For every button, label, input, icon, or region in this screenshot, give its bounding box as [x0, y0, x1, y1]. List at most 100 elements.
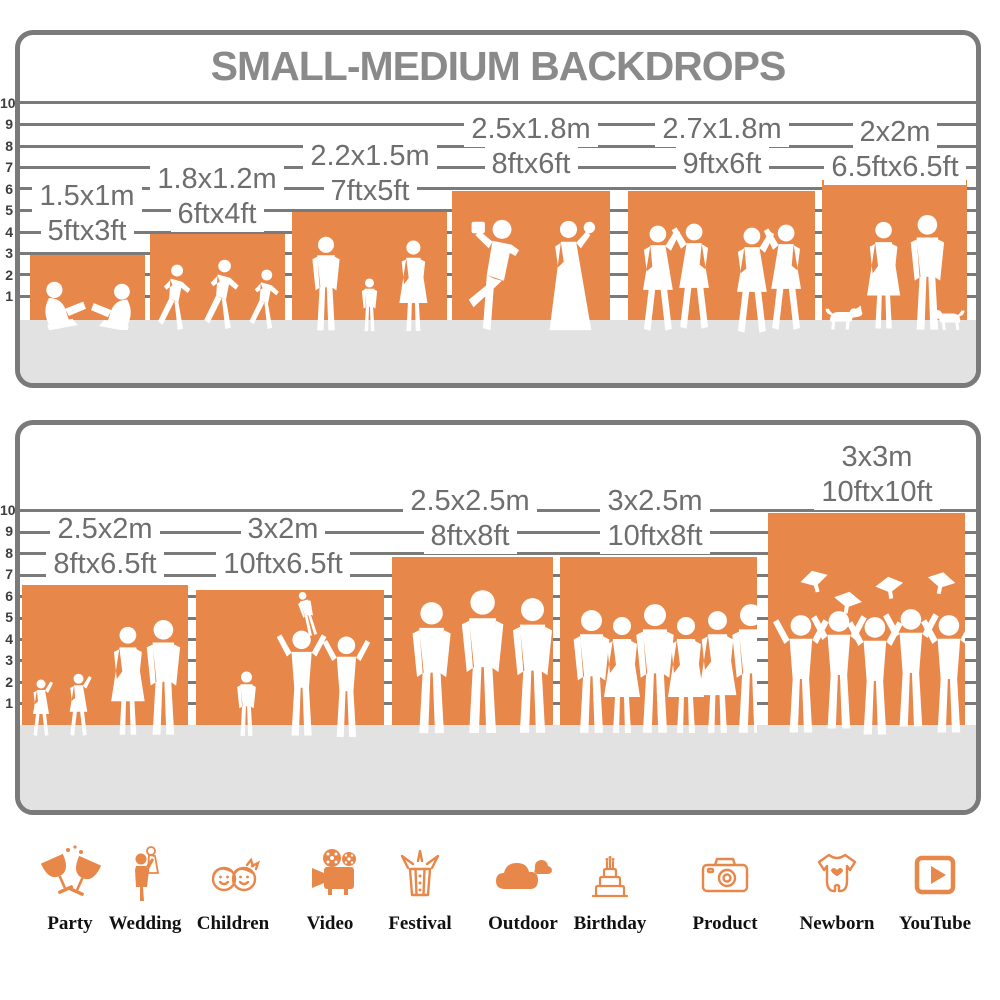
block-size-label: 2.5x2.5m 8ftx8ft [360, 484, 580, 554]
ruler-tick-label: 5 [5, 609, 13, 625]
backdrop-block-3x2.5m [560, 557, 757, 733]
ruler-tick-label: 5 [5, 202, 13, 218]
bottom-panel: 2.5x2m 8ftx6.5ft 3x2m 10ftx6.5ft 2.5x2.5… [15, 420, 981, 815]
category-label: Birthday [573, 913, 647, 934]
metric-size: 1.5x1m [32, 179, 142, 214]
category-label: Video [306, 913, 354, 934]
metric-size: 2.5x2.5m [403, 484, 537, 519]
block-size-label: 2x2m 6.5ftx6.5ft [785, 115, 976, 185]
ruler-tick-label: 2 [5, 674, 13, 690]
clouds-icon [496, 860, 552, 889]
family-holding-hands-silhouette [312, 236, 428, 332]
floor [20, 320, 976, 383]
ruler-tick-label: 6 [5, 181, 13, 197]
ruler-tick-label: 9 [5, 523, 13, 539]
backdrop-block-3x2m [196, 590, 384, 737]
category-label: Children [196, 913, 270, 934]
block-size-label: 2.5x2m 8ftx6.5ft [20, 512, 215, 582]
couple-walking-dogs-silhouette [825, 214, 965, 330]
backdrop-block-2.5x2m [22, 585, 188, 736]
ruler-tick-label: 7 [5, 159, 13, 175]
feet-size: 8ftx8ft [423, 519, 517, 554]
children-running-silhouette [157, 259, 279, 330]
metric-size: 3x3m [834, 440, 920, 475]
feet-size: 6ftx4ft [170, 197, 264, 232]
gift-box-icon [400, 849, 440, 897]
category-product: Product [670, 843, 780, 935]
block-size-label: 2.5x1.8m 8ftx6ft [421, 112, 641, 182]
top-panel: SMALL-MEDIUM BACKDROPS [15, 30, 981, 388]
children-faces-icon [211, 857, 261, 892]
backdrop-block-2.5x2.5m [392, 557, 553, 734]
category-children: Children [178, 843, 288, 935]
feet-size: 6.5ftx6.5ft [824, 150, 966, 185]
ruler-tick-label: 1 [5, 695, 13, 711]
block-size-label: 3x3m 10ftx10ft [767, 440, 976, 510]
metric-size: 2.2x1.5m [303, 139, 437, 174]
category-label: Festival [388, 913, 452, 934]
feet-size: 5ftx3ft [40, 214, 134, 249]
block-size-label: 2.7x1.8m 9ftx6ft [612, 112, 832, 182]
category-label: YouTube [898, 913, 972, 934]
backdrop-block-3x3m [768, 513, 965, 735]
metric-size: 2.7x1.8m [655, 112, 789, 147]
ruler-tick-label: 9 [5, 116, 13, 132]
party-glasses-icon [40, 845, 102, 896]
three-men-standing-silhouette [412, 590, 553, 734]
parents-playing-with-child-silhouette [237, 591, 371, 737]
ruler-tick-label: 4 [5, 224, 13, 240]
ruler-tick-label: 3 [5, 652, 13, 668]
photo-camera-icon [701, 857, 749, 893]
ruler-tick-label: 1 [5, 288, 13, 304]
feet-size: 10ftx8ft [600, 519, 710, 554]
dancing-girls-silhouette [643, 223, 801, 333]
ruler-tick-label: 4 [5, 631, 13, 647]
baby-onesie-icon [817, 853, 857, 893]
backdrop-block-2.5x1.8m [452, 191, 610, 331]
metric-size: 2.5x2m [50, 512, 160, 547]
block-size-label: 3x2.5m 10ftx8ft [545, 484, 765, 554]
category-label: Party [47, 913, 93, 934]
floor [20, 725, 976, 810]
category-festival: Festival [365, 843, 475, 935]
ruler-tick-label: 6 [5, 588, 13, 604]
birthday-cake-icon [591, 856, 629, 898]
backdrop-block-1.5x1m [30, 255, 145, 330]
backdrop-block-2.2x1.5m [292, 212, 447, 332]
category-label: Wedding [108, 913, 182, 934]
ruler-tick-label: 7 [5, 566, 13, 582]
category-label: Newborn [799, 913, 875, 934]
page-title: SMALL-MEDIUM BACKDROPS [210, 43, 787, 89]
metric-size: 2x2m [852, 115, 938, 150]
block-size-label: 2.2x1.5m 7ftx5ft [260, 139, 480, 209]
metric-size: 3x2.5m [600, 484, 710, 519]
category-wedding: Wedding [90, 843, 200, 935]
block-size-label: 1.8x1.2m 6ftx4ft [107, 162, 327, 232]
ruler-tick-label: 8 [5, 138, 13, 154]
block-size-label: 3x2m 10ftx6.5ft [173, 512, 393, 582]
category-label: Product [692, 913, 758, 934]
feet-size: 8ftx6ft [484, 147, 578, 182]
category-birthday: Birthday [555, 843, 665, 935]
ruler-tick-label: 2 [5, 267, 13, 283]
block-size-label: 1.5x1m 5ftx3ft [20, 179, 197, 249]
wedding-couple-icon [135, 846, 160, 901]
feet-size: 10ftx6.5ft [216, 547, 350, 582]
category-newborn: Newborn [782, 843, 892, 935]
backdrop-block-1.8x1.2m [150, 234, 285, 330]
ruler-tick-label: 8 [5, 545, 13, 561]
metric-size: 3x2m [240, 512, 326, 547]
feet-size: 8ftx6.5ft [46, 547, 164, 582]
family-with-children-silhouette [33, 619, 181, 736]
category-label: Outdoor [488, 913, 558, 934]
children-reading-silhouette [45, 281, 131, 330]
feet-size: 7ftx5ft [323, 174, 417, 209]
video-camera-icon [312, 849, 356, 895]
ruler-tick-label: 10 [0, 95, 16, 111]
ruler-tick-label: 3 [5, 245, 13, 261]
feet-size: 10ftx10ft [814, 475, 940, 510]
youtube-play-icon [914, 855, 956, 895]
ruler-line [20, 187, 976, 190]
category-youtube: YouTube [880, 843, 990, 935]
